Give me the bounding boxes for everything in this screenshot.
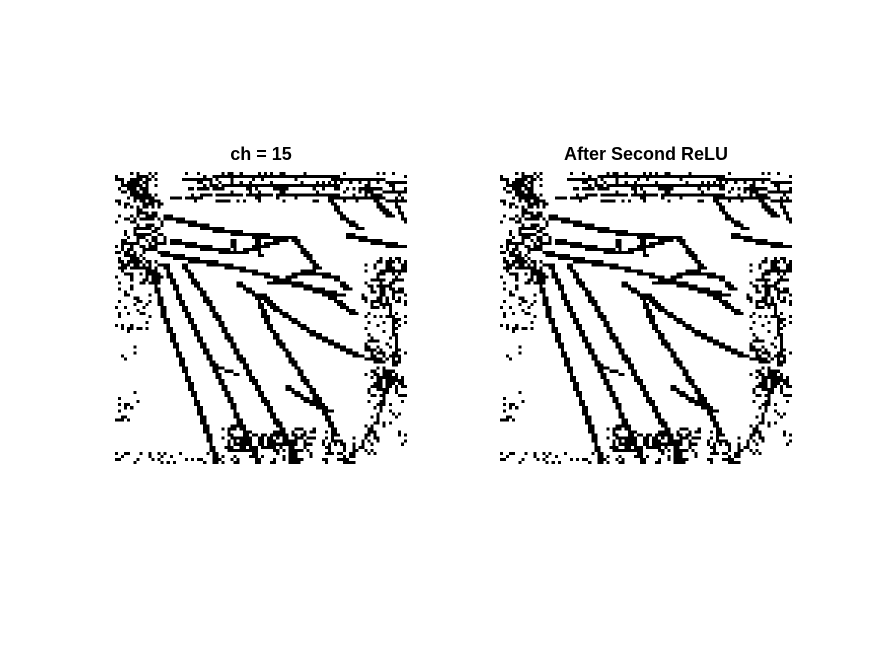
panel-title: ch = 15 [230, 144, 292, 164]
edge-map-image [500, 172, 792, 464]
panel-ch15: ch = 15 [115, 140, 407, 464]
edge-map-image [115, 172, 407, 464]
panel-after-second-relu: After Second ReLU [500, 140, 792, 464]
edge-pixels [500, 172, 792, 464]
panel-title: After Second ReLU [563, 144, 729, 164]
edge-pixels [115, 172, 407, 464]
